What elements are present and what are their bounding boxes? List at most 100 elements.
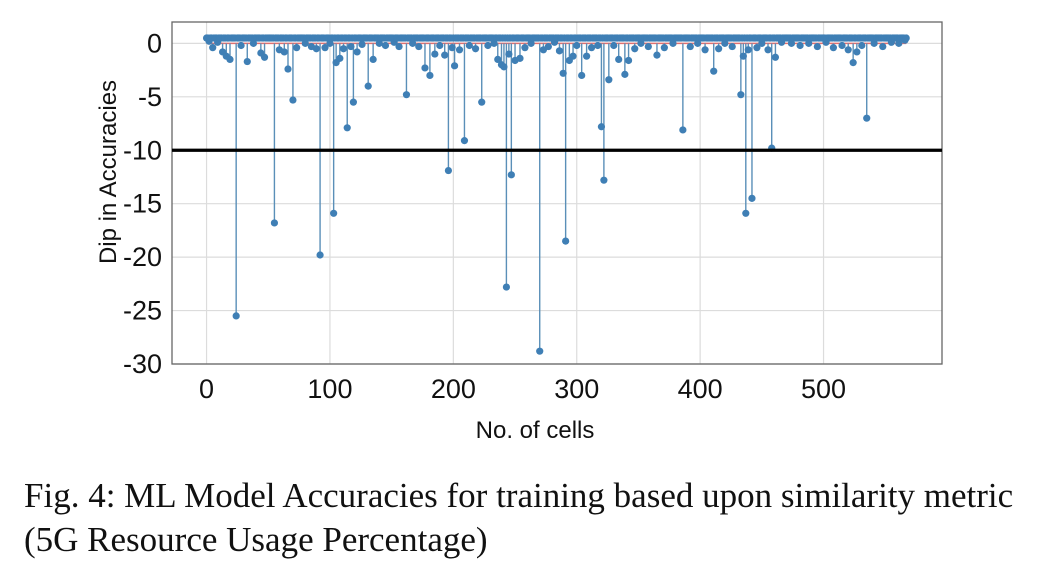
data-point: [364, 82, 372, 90]
data-point: [863, 114, 871, 122]
data-point: [796, 41, 804, 50]
data-point: [624, 56, 633, 65]
data-point: [448, 44, 456, 52]
data-point: [312, 45, 320, 53]
data-point: [395, 42, 403, 51]
y-tick-label: -15: [123, 189, 162, 219]
data-point: [844, 46, 852, 54]
data-point: [349, 98, 357, 106]
data-point: [243, 57, 251, 66]
data-point: [505, 50, 513, 58]
data-point: [358, 40, 366, 49]
data-point: [742, 209, 750, 217]
data-point: [353, 48, 361, 56]
data-point: [436, 41, 444, 50]
data-point: [502, 283, 511, 291]
data-point: [578, 71, 586, 80]
x-axis-label: No. of cells: [476, 417, 595, 444]
data-point: [771, 53, 780, 61]
x-tick-labels: 0 100 200 300 400 500: [199, 374, 846, 404]
data-point: [879, 42, 887, 51]
data-point: [232, 312, 240, 320]
data-point: [631, 45, 639, 53]
stem-chart: 0 100 200 300 400 500 0 -5 -10 -15 -20 -25 -30 No. …: [95, 21, 943, 444]
data-point: [621, 70, 629, 78]
x-tick-label: 200: [431, 374, 476, 404]
data-point: [605, 76, 613, 84]
data-point: [587, 44, 596, 52]
data-point: [728, 42, 736, 51]
data-point: [421, 64, 429, 72]
data-point: [660, 44, 668, 52]
data-point: [653, 51, 661, 59]
x-tick-label: 0: [199, 374, 214, 404]
data-point: [441, 51, 449, 59]
data-point: [838, 41, 846, 50]
data-point: [829, 44, 838, 52]
x-tick-label: 400: [678, 374, 723, 404]
data-point: [347, 42, 355, 51]
data-point: [293, 44, 301, 52]
data-point: [544, 42, 552, 51]
data-point: [444, 166, 453, 175]
data-point: [500, 63, 508, 71]
data-point: [715, 45, 723, 53]
y-tick-label: -5: [138, 82, 162, 112]
y-tick-labels: 0 -5 -10 -15 -20 -25 -30: [123, 28, 162, 379]
data-point: [573, 41, 581, 50]
data-point: [316, 251, 324, 259]
data-point: [858, 41, 866, 50]
figure-caption: Fig. 4: ML Model Accuracies for training…: [24, 476, 1014, 559]
data-point: [600, 176, 608, 184]
y-axis-label: Dip in Accuracies: [95, 80, 122, 264]
data-point: [701, 46, 709, 54]
data-point: [494, 55, 502, 64]
data-point: [270, 219, 279, 227]
x-tick-label: 300: [554, 374, 599, 404]
data-point: [737, 91, 745, 99]
plot-area-frame: [171, 21, 943, 365]
data-point: [739, 52, 747, 60]
data-point: [402, 91, 411, 99]
data-point: [336, 54, 344, 62]
data-point: [644, 42, 652, 51]
data-point: [369, 55, 377, 64]
data-point: [465, 41, 473, 50]
data-point: [679, 126, 687, 134]
data-point: [536, 347, 544, 355]
data-point: [415, 42, 423, 51]
data-point: [764, 46, 772, 54]
grid-layer: [172, 22, 942, 365]
data-point: [284, 65, 292, 73]
data-point: [569, 52, 577, 60]
data-point: [594, 41, 602, 50]
data-point: [753, 44, 761, 52]
y-tick-label: -25: [123, 296, 162, 326]
data-point: [426, 71, 434, 80]
data-point: [559, 69, 567, 77]
data-point: [484, 41, 492, 50]
data-point: [450, 62, 459, 70]
data-point: [853, 48, 861, 56]
data-point: [339, 45, 348, 53]
y-tick-label: -10: [123, 135, 162, 165]
data-point: [455, 46, 464, 54]
data-point: [330, 209, 338, 217]
data-point: [471, 45, 480, 53]
y-tick-label: 0: [147, 28, 162, 58]
data-point: [280, 48, 288, 56]
data-point: [507, 171, 515, 179]
data-point: [902, 34, 910, 42]
data-point: [381, 41, 390, 50]
data-point: [478, 98, 486, 106]
data-point: [562, 237, 570, 245]
data-point: [610, 41, 618, 50]
data-point: [516, 54, 524, 62]
y-tick-label: -30: [123, 349, 162, 379]
data-point: [748, 194, 756, 202]
data-point: [583, 52, 591, 60]
data-point: [813, 42, 821, 51]
data-point: [343, 124, 351, 132]
data-point: [849, 59, 857, 67]
data-point: [615, 55, 623, 64]
